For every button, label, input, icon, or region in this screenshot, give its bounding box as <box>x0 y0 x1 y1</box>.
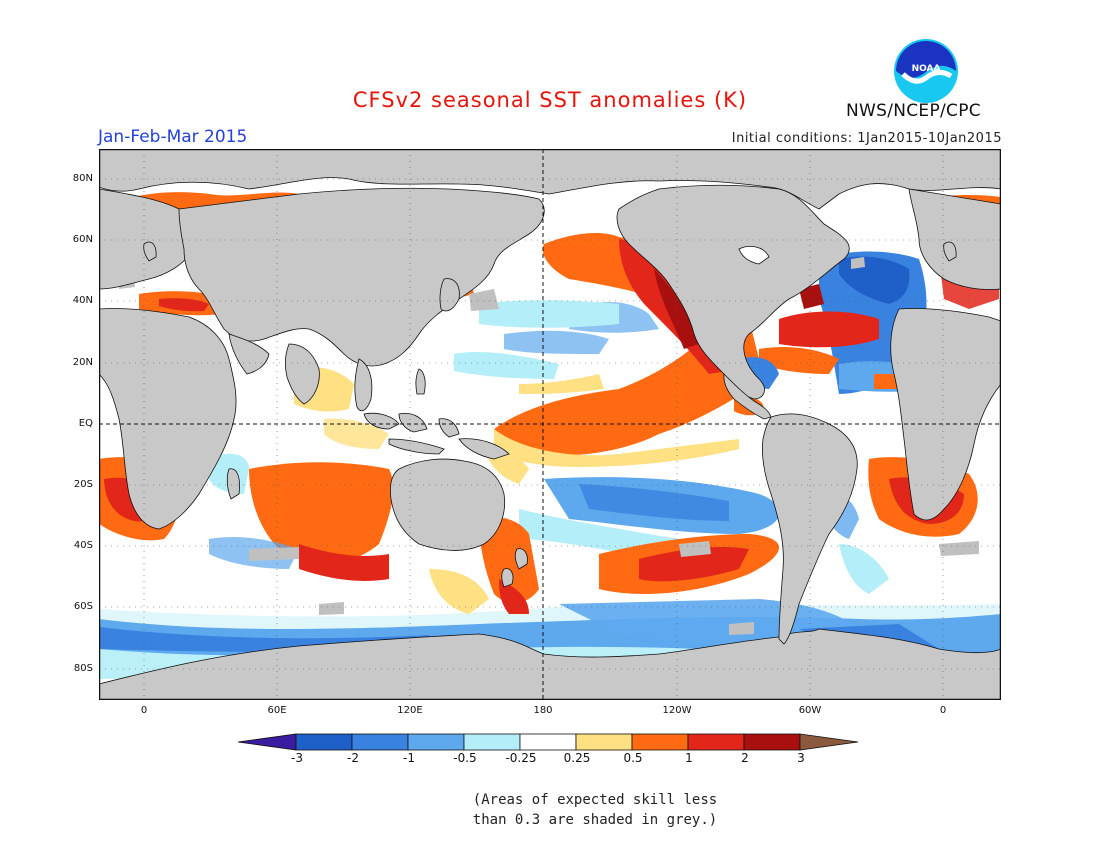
agency-label: NWS/NCEP/CPC <box>846 101 981 121</box>
colorbar-cell <box>799 733 859 751</box>
lat-label: 20S <box>73 479 93 490</box>
lon-label: 120W <box>662 705 692 716</box>
colorbar-label: 0.5 <box>623 751 643 765</box>
lat-label: 60N <box>72 234 93 245</box>
lon-label: 120E <box>397 705 423 716</box>
lon-label: 60W <box>798 705 822 716</box>
colorbar-cell <box>407 733 465 751</box>
colorbar <box>238 733 859 751</box>
colorbar-label: -0.25 <box>505 751 537 765</box>
colorbar-label: -2 <box>347 751 359 765</box>
lat-label: EQ <box>78 418 93 429</box>
lat-label: 80N <box>72 173 93 184</box>
colorbar-label: 3 <box>797 751 805 765</box>
lat-label: 60S <box>73 601 93 612</box>
colorbar-cell <box>743 733 801 751</box>
colorbar-label: -3 <box>291 751 303 765</box>
forecast-period: Jan-Feb-Mar 2015 <box>98 127 248 147</box>
skill-note-line-2: than 0.3 are shaded in grey.) <box>472 812 718 828</box>
lon-label: 0 <box>140 705 148 716</box>
lon-label: 180 <box>533 705 553 716</box>
colorbar-label: 0.25 <box>563 751 591 765</box>
lat-label: 20N <box>72 357 93 368</box>
colorbar-cell <box>631 733 689 751</box>
chart-title: CFSv2 seasonal SST anomalies (K) <box>352 88 748 112</box>
graticule <box>99 149 1001 700</box>
land-masses <box>99 149 1001 700</box>
lon-label: 0 <box>939 705 947 716</box>
map-frame <box>99 149 1001 700</box>
lat-label: 40N <box>72 295 93 306</box>
colorbar-label: -1 <box>403 751 415 765</box>
colorbar-cell <box>295 733 353 751</box>
colorbar-cell <box>519 733 577 751</box>
initial-conditions: Initial conditions: 1Jan2015-10Jan2015 <box>731 131 1002 146</box>
colorbar-cell <box>687 733 745 751</box>
lon-label: 60E <box>267 705 287 716</box>
colorbar-cell <box>463 733 521 751</box>
sst-anomaly-map <box>99 149 1001 700</box>
skill-note-line-1: (Areas of expected skill less <box>472 792 718 808</box>
logo-text: NOAA <box>912 64 941 74</box>
colorbar-label: -0.5 <box>453 751 477 765</box>
colorbar-label: 1 <box>685 751 693 765</box>
colorbar-cell <box>238 733 297 751</box>
lat-label: 40S <box>73 540 93 551</box>
noaa-logo: NOAA <box>894 39 958 103</box>
lat-label: 80S <box>73 663 93 674</box>
colorbar-cell <box>351 733 409 751</box>
colorbar-cell <box>575 733 633 751</box>
colorbar-label: 2 <box>741 751 749 765</box>
